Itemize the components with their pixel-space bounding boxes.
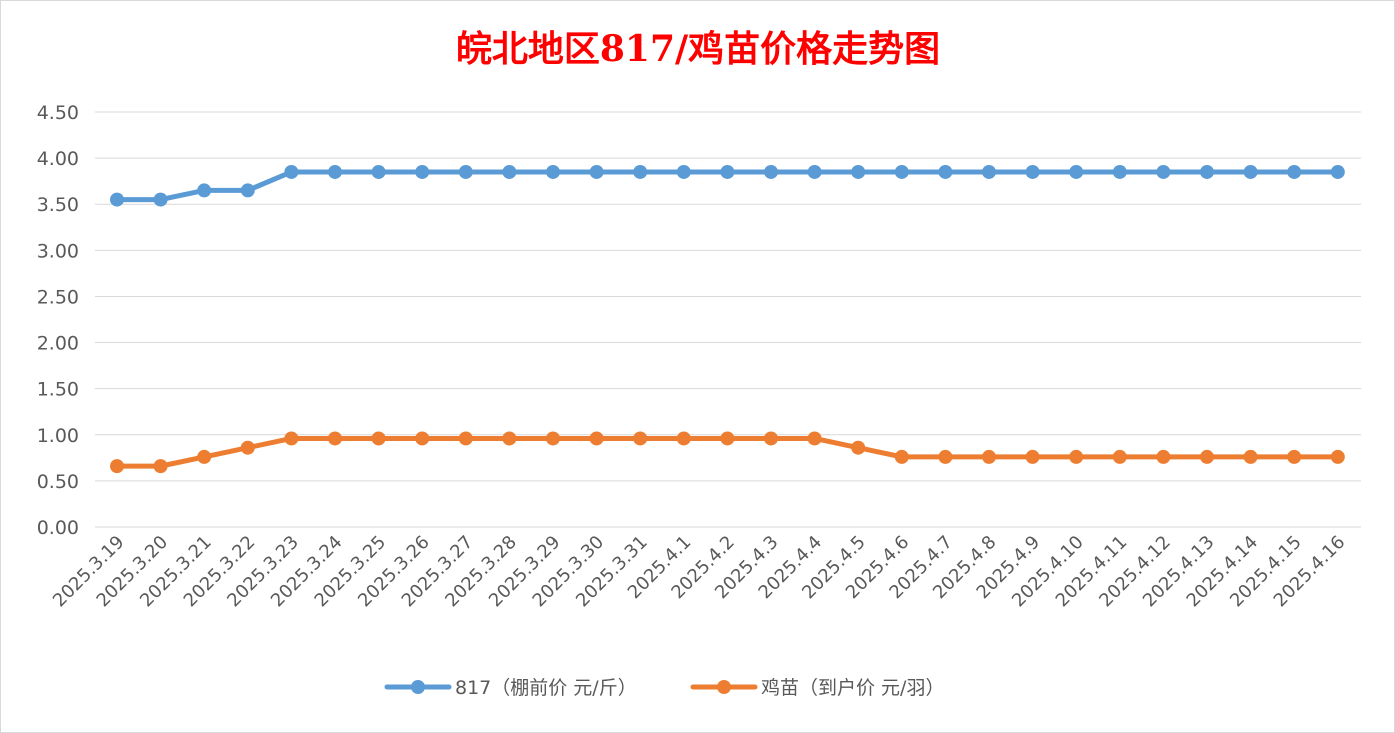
data-point [1330,449,1345,464]
data-point [240,183,255,198]
y-tick-label: 4.00 [37,148,79,170]
y-tick-label: 3.00 [37,240,79,262]
data-point [1112,164,1127,179]
data-point [328,164,342,179]
data-point [197,449,212,464]
data-point [764,164,778,179]
data-point [938,449,953,464]
data-point [1330,164,1345,179]
data-point [982,449,996,464]
data-point [1243,164,1258,179]
data-point [676,164,691,179]
data-point [458,164,473,179]
data-point [982,164,996,179]
data-point [415,164,430,179]
data-point [458,431,473,446]
data-point [371,431,386,446]
legend-swatch-marker [717,680,731,694]
chart-title: 皖北地区817/鸡苗价格走势图 [456,28,940,70]
data-point [851,164,866,179]
data-point [328,431,342,446]
y-tick-label: 2.00 [37,333,79,355]
data-point [284,164,299,179]
data-point [1025,449,1040,464]
data-point [153,459,168,474]
data-point [589,431,604,446]
legend-label: 817（棚前价 元/斤） [455,677,637,699]
data-point [807,431,822,446]
y-tick-label: 0.00 [37,517,79,539]
data-point [764,431,778,446]
data-point [502,431,517,446]
data-point [415,431,430,446]
data-point [1287,449,1302,464]
data-point [938,164,953,179]
data-point [546,164,560,179]
data-point [1025,164,1040,179]
data-point [502,164,517,179]
data-point [1243,449,1258,464]
data-point [284,431,299,446]
data-point [633,164,648,179]
legend-swatch-marker [411,680,425,694]
data-point [1200,449,1214,464]
data-point [1200,164,1214,179]
y-tick-label: 2.50 [37,286,79,308]
data-point [1112,449,1127,464]
data-point [720,164,735,179]
data-point [1069,164,1084,179]
data-point [894,164,909,179]
data-point [1069,449,1084,464]
data-point [851,440,866,455]
data-point [197,183,212,198]
data-point [1156,449,1171,464]
data-point [153,192,168,207]
y-tick-label: 1.00 [37,425,79,447]
y-tick-label: 1.50 [37,379,79,401]
data-point [676,431,691,446]
data-point [807,164,822,179]
data-point [589,164,604,179]
y-tick-label: 0.50 [37,471,79,493]
data-point [110,459,124,474]
data-point [371,164,386,179]
data-point [894,449,909,464]
data-point [546,431,560,446]
y-tick-label: 4.50 [37,102,79,124]
data-point [1287,164,1302,179]
data-point [110,192,124,207]
data-point [240,440,255,455]
legend-label: 鸡苗（到户价 元/羽） [761,677,944,699]
data-point [633,431,648,446]
data-point [1156,164,1171,179]
y-tick-label: 3.50 [37,194,79,216]
data-point [720,431,735,446]
